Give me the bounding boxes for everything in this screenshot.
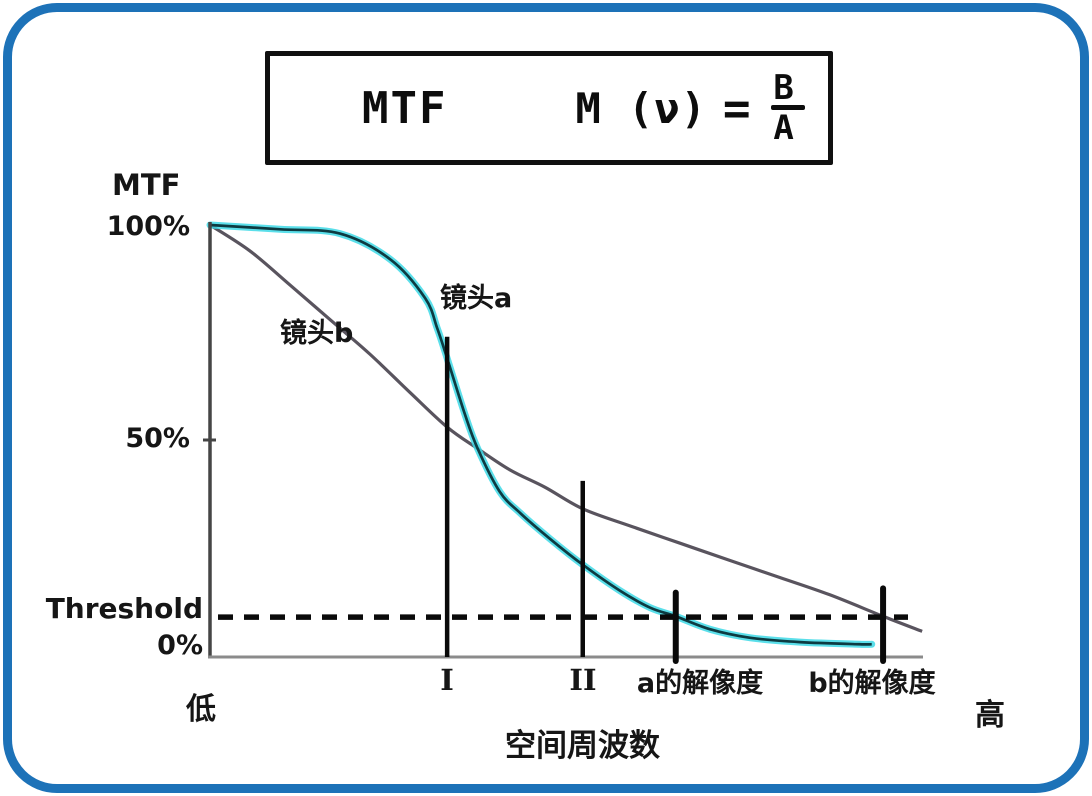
- resolution-a-label: a的解像度: [636, 668, 764, 699]
- curve-label-lens-b: 镜头b: [280, 318, 354, 349]
- x-axis-title: 空间周波数: [505, 728, 660, 764]
- y-axis-title: MTF: [112, 168, 181, 202]
- mtf-formula-box: MTF M (ν) = B A: [265, 51, 833, 165]
- x-axis-low-label: 低: [186, 692, 216, 727]
- curve-lens-a-glow: [206, 221, 876, 648]
- y-tick-100: 100%: [106, 211, 190, 242]
- formula-mtf-label: MTF: [362, 82, 448, 134]
- curve-label-lens-a: 镜头a: [440, 283, 513, 314]
- marker-label-2: II: [569, 663, 597, 697]
- formula-lhs: M (ν): [575, 83, 707, 133]
- x-axis-high-label: 高: [975, 698, 1005, 733]
- curve-lens-a-core: [209, 223, 872, 646]
- formula-numerator: B: [773, 67, 794, 108]
- formula-equals: =: [722, 81, 751, 135]
- marker-label-1: I: [440, 663, 454, 697]
- resolution-b-label: b的解像度: [808, 668, 936, 699]
- fraction-bar: [770, 105, 805, 110]
- formula-denominator: A: [773, 108, 794, 148]
- y-tick-50: 50%: [125, 423, 190, 454]
- threshold-label: Threshold: [45, 592, 203, 625]
- formula-fraction: B A: [763, 67, 805, 148]
- y-tick-0: 0%: [157, 630, 203, 661]
- curve-lens-b: [209, 223, 923, 633]
